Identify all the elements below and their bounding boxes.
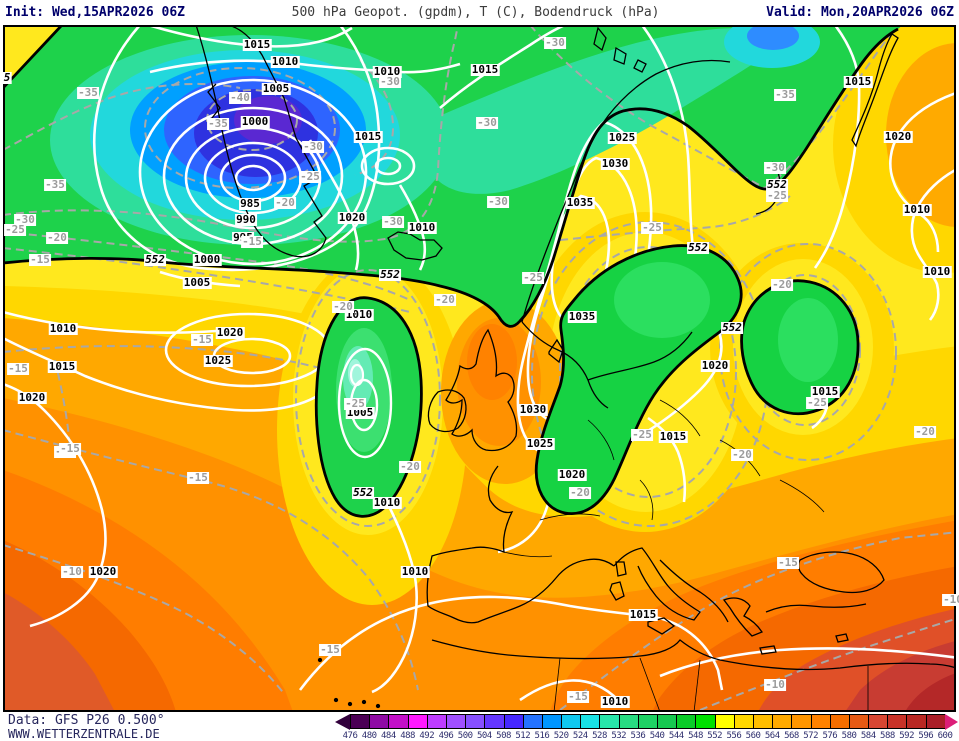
- colorbar-tick: 576: [822, 731, 838, 741]
- colorbar-tick: 504: [476, 731, 492, 741]
- colorbar-left-arrow: [335, 714, 350, 730]
- colorbar-tick: 520: [553, 731, 569, 741]
- colorbar-cell: [465, 714, 485, 729]
- colorbar-tick: 524: [572, 731, 588, 741]
- colorbar-cell: [733, 714, 753, 729]
- colorbar-cell: [426, 714, 446, 729]
- map-canvas: [5, 27, 954, 710]
- colorbar-tick: 508: [496, 731, 511, 741]
- colorbar-tick: 500: [457, 731, 473, 741]
- colorbar-cell: [599, 714, 619, 729]
- colorbar-cell: [868, 714, 888, 729]
- colorbar-tick: 572: [803, 731, 819, 741]
- colorbar-tick: 548: [688, 731, 703, 741]
- colorbar-tick: 588: [880, 731, 895, 741]
- colorbar-tick: 480: [361, 731, 377, 741]
- colorbar-cell: [810, 714, 830, 729]
- colorbar-tick: 488: [400, 731, 415, 741]
- colorbar-cell: [484, 714, 504, 729]
- coastlines: [195, 27, 954, 709]
- footer: Data: GFS P26 0.500° WWW.WETTERZENTRALE.…: [0, 712, 959, 741]
- colorbar-cell: [350, 714, 370, 729]
- colorbar-cell: [714, 714, 734, 729]
- temperature-contours: [5, 27, 954, 710]
- init-timestamp: Init: Wed,15APR2026 06Z: [5, 5, 186, 20]
- colorbar-tick: 560: [745, 731, 761, 741]
- colorbar-cell: [541, 714, 562, 729]
- colorbar-cell: [522, 714, 542, 729]
- colorbar-cell: [618, 714, 638, 729]
- colorbar-tick: 592: [899, 731, 915, 741]
- colorbar-cell: [676, 714, 696, 729]
- colorbar-tick: 536: [630, 731, 646, 741]
- colorbar-cell: [369, 714, 389, 729]
- colorbar-tick: 544: [668, 731, 684, 741]
- colorbar-cell: [503, 714, 523, 729]
- geopotential-colorbar: [335, 714, 958, 731]
- colorbar-cell: [637, 714, 657, 729]
- colorbar-cell: [695, 714, 715, 729]
- colorbar-cell: [925, 714, 945, 729]
- colorbar-tick: 516: [534, 731, 550, 741]
- site-credit: WWW.WETTERZENTRALE.DE: [8, 727, 160, 741]
- colorbar-tick: 484: [380, 731, 396, 741]
- chart-title: 500 hPa Geopot. (gpdm), T (C), Bodendruc…: [291, 5, 660, 20]
- chart-header: Init: Wed,15APR2026 06Z 500 hPa Geopot. …: [0, 0, 959, 25]
- colorbar-tick: 496: [438, 731, 454, 741]
- colorbar-right-arrow: [944, 714, 958, 730]
- colorbar-tick: 512: [515, 731, 531, 741]
- valid-timestamp: Valid: Mon,20APR2026 06Z: [766, 5, 954, 20]
- country-borders: [503, 399, 869, 710]
- colorbar-cell: [772, 714, 792, 729]
- colorbar-tick: 476: [342, 731, 358, 741]
- colorbar-tick: 568: [784, 731, 799, 741]
- colorbar-cell: [445, 714, 466, 729]
- colorbar-tick: 556: [726, 731, 742, 741]
- colorbar-tick: 528: [592, 731, 607, 741]
- colorbar-tick: 600: [937, 731, 953, 741]
- colorbar-tick: 564: [764, 731, 780, 741]
- cutoff-low-cores: [336, 262, 838, 459]
- weather-map: [3, 25, 956, 712]
- colorbar-cell: [791, 714, 811, 729]
- colorbar-cell: [887, 714, 907, 729]
- colorbar-cell: [407, 714, 427, 729]
- colorbar-cell: [657, 714, 677, 729]
- colorbar-tick: 584: [860, 731, 876, 741]
- colorbar-cell: [752, 714, 773, 729]
- colorbar-tick: 580: [841, 731, 857, 741]
- colorbar-cell: [906, 714, 926, 729]
- colorbar-tick: 532: [611, 731, 627, 741]
- colorbar-tick: 552: [707, 731, 723, 741]
- colorbar-cell: [848, 714, 869, 729]
- colorbar-tick: 540: [649, 731, 665, 741]
- colorbar-tick: 492: [419, 731, 435, 741]
- colorbar-cell: [580, 714, 600, 729]
- colorbar-tick-labels: 476 480 484 488 492 496 500 504 508 512 516 520 524 5…: [0, 731, 959, 741]
- colorbar-cell: [561, 714, 581, 729]
- model-info: Data: GFS P26 0.500°: [8, 713, 165, 728]
- colorbar-cell: [388, 714, 408, 729]
- colorbar-cell: [829, 714, 849, 729]
- colorbar-tick: 596: [918, 731, 934, 741]
